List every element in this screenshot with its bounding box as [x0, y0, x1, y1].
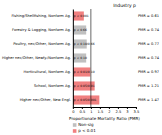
x-tick: 0.5 — [79, 107, 85, 114]
bar-annotation: p < 0.001 — [74, 14, 89, 18]
bar-annotation: p < 0.10 — [74, 56, 87, 60]
x-tick: 2 — [108, 107, 110, 114]
x-tick: 3 — [126, 107, 128, 114]
y-tick: Poultry, nec/Other, Nonfarm Ag. — [13, 42, 73, 46]
legend-item: Non-sig — [73, 122, 94, 127]
reference-line — [90, 9, 91, 107]
x-tick-label: 0.5 — [79, 110, 85, 114]
x-tick-label: 3.5 — [134, 110, 140, 114]
chart-svg: 0 0.5 1 1.5 2 2.5 3 3.5 Higher nec/Other, New En… — [0, 0, 162, 135]
x-tick: 0 — [72, 107, 75, 114]
y-tick: School, Nonfarm Ag. — [34, 84, 73, 88]
y-tick: Higher nec/Other, Newfy./Nonfarm Ag. — [2, 56, 73, 60]
x-tick-label: 3 — [126, 110, 128, 114]
legend-item: p < 0.01 — [73, 128, 96, 133]
category-label: Horticultural, Nonfarm Ag. — [24, 70, 71, 74]
y-axis: Higher nec/Other, New Engl. School, Nonfa… — [2, 10, 73, 108]
x-tick: 1.5 — [98, 107, 104, 114]
plot-area — [73, 9, 99, 107]
legend-swatch — [73, 123, 77, 127]
bar — [73, 25, 86, 34]
data-label: PMR = 1.21 — [138, 84, 159, 88]
category-label: School, Nonfarm Ag. — [34, 84, 71, 88]
x-tick: 1 — [90, 107, 92, 114]
bar-annotation: p < 0.05/0.01 — [74, 84, 95, 88]
chart-container: 0 0.5 1 1.5 2 2.5 3 3.5 Higher nec/Other, New En… — [0, 0, 162, 135]
x-tick-label: 1.5 — [98, 110, 104, 114]
data-label: PMR = 0.97 — [138, 70, 159, 74]
data-label: PMR = 1.47 — [138, 98, 159, 102]
legend-label: p < 0.01 — [78, 128, 96, 133]
data-label: PMR = 0.61 — [138, 14, 159, 18]
category-label: Higher nec/Other, Newfy./Nonfarm Ag. — [2, 56, 71, 60]
x-tick: 3.5 — [134, 107, 140, 114]
x-axis-title: Proportionate Mortality Ratio (PMR) — [69, 116, 140, 121]
legend-label: Non-sig — [78, 122, 94, 127]
bar-annotation: p < 0.66 — [74, 28, 87, 32]
y-tick: Higher nec/Other, New Engl. — [20, 98, 73, 102]
category-label: Poultry, nec/Other, Nonfarm Ag. — [13, 42, 71, 46]
legend: Non-sigp < 0.01 — [73, 122, 96, 133]
y-tick: Horticultural, Nonfarm Ag. — [24, 70, 73, 74]
x-axis: 0 0.5 1 1.5 2 2.5 3 3.5 — [72, 107, 139, 114]
data-label: PMR = 0.74 — [138, 56, 160, 60]
x-tick: 2.5 — [116, 107, 122, 114]
data-label: PMR = 0.74 — [138, 28, 160, 32]
bar — [73, 95, 99, 104]
legend-swatch — [73, 129, 77, 133]
y-tick: Fishing/Shellfishing, Nonfarm Ag. — [12, 14, 73, 18]
y-tick: Forestry & Logging, Nonfarm Ag. — [12, 28, 73, 32]
bar-annotation: p < 0.05/0.001 — [74, 98, 97, 102]
category-label: Fishing/Shellfishing, Nonfarm Ag. — [12, 14, 71, 18]
x-tick-label: 0 — [72, 110, 75, 114]
bar-annotation: p < 0.01/0.10 — [74, 70, 95, 74]
x-axis-line — [73, 107, 136, 108]
x-tick-label: 2 — [108, 110, 110, 114]
bar — [73, 81, 95, 90]
x-tick-label: 2.5 — [116, 110, 122, 114]
category-label: Forestry & Logging, Nonfarm Ag. — [12, 28, 71, 32]
title: Industry p — [113, 3, 136, 8]
x-tick-label: 1 — [90, 110, 92, 114]
category-label: Higher nec/Other, New Engl. — [20, 98, 71, 102]
data-label: PMR = 0.77 — [138, 42, 159, 46]
bar — [73, 53, 86, 62]
bar-annotation: p < 0.10/0.66 — [74, 42, 95, 46]
